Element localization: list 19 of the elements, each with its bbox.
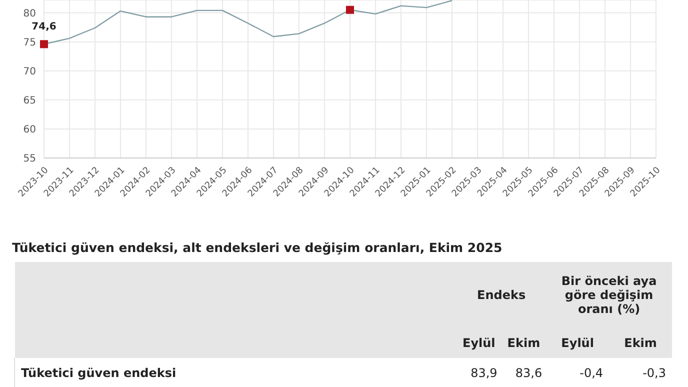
text: Ekim (609, 328, 672, 358)
text: Endeks (456, 262, 546, 328)
y-tick-label: 75 (23, 37, 36, 48)
y-tick-label: 70 (23, 66, 36, 78)
text: Ekim (501, 328, 546, 358)
text: Tüketici güven endeksi, alt endeksleri ve değişim oranları, Ekim 2025 (12, 240, 502, 255)
text: Tüketici güven endeksi (14, 358, 456, 387)
text: Eylül (546, 328, 610, 358)
text: Eylül (456, 328, 502, 358)
text: 83,6 (514, 365, 544, 382)
text: 83,9 (470, 365, 498, 382)
data-label: 74,6 (32, 22, 56, 33)
text: -0,3 (642, 365, 667, 382)
y-tick-label: 55 (23, 154, 36, 165)
y-tick-label: 60 (23, 124, 36, 136)
text: -0,4 (578, 365, 604, 382)
text: Bir önceki aya göre değişim oranı (%) (546, 262, 672, 328)
y-tick-label: 80 (23, 8, 36, 20)
y-tick-label: 65 (23, 95, 36, 106)
